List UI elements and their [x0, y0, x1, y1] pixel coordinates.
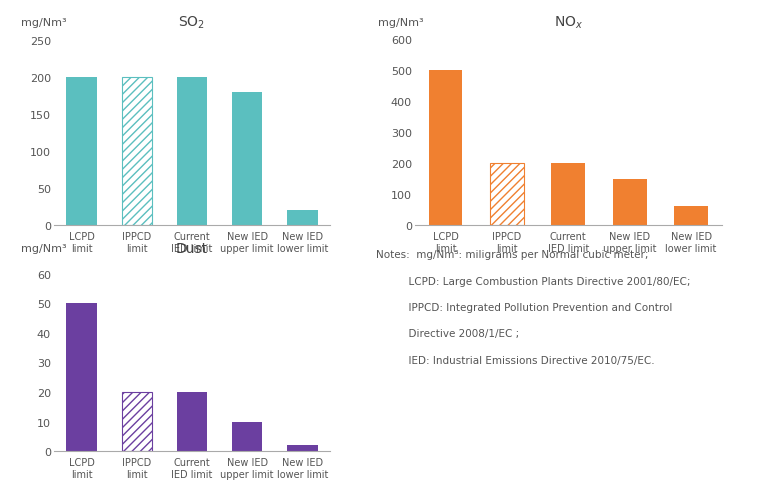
Bar	[287, 211, 318, 226]
Text: IED: Industrial Emissions Directive 2010/75/EC.: IED: Industrial Emissions Directive 2010…	[376, 355, 655, 365]
Bar	[177, 78, 207, 226]
Bar	[429, 71, 462, 226]
Text: mg/Nm³: mg/Nm³	[21, 18, 66, 28]
Bar	[121, 392, 152, 451]
Bar	[232, 93, 263, 226]
Bar	[490, 164, 524, 226]
Bar	[177, 392, 207, 451]
Title: NO$_x$: NO$_x$	[554, 15, 583, 31]
Bar	[674, 207, 708, 226]
Text: mg/Nm³: mg/Nm³	[378, 18, 423, 28]
Title: SO$_2$: SO$_2$	[178, 15, 206, 31]
Text: LCPD: Large Combustion Plants Directive 2001/80/EC;: LCPD: Large Combustion Plants Directive …	[376, 276, 691, 286]
Bar	[121, 78, 152, 226]
Text: IPPCD: Integrated Pollution Prevention and Control: IPPCD: Integrated Pollution Prevention a…	[376, 302, 673, 312]
Text: mg/Nm³: mg/Nm³	[21, 244, 66, 254]
Bar	[613, 179, 647, 226]
Title: Dust: Dust	[176, 241, 208, 255]
Bar	[66, 78, 97, 226]
Bar	[232, 421, 263, 451]
Bar	[66, 303, 97, 451]
Text: Directive 2008/1/EC ;: Directive 2008/1/EC ;	[376, 329, 520, 339]
Bar	[551, 164, 585, 226]
Text: Notes:  mg/Nm³: miligrams per Normal cubic meter;: Notes: mg/Nm³: miligrams per Normal cubi…	[376, 250, 649, 260]
Bar	[287, 445, 318, 451]
